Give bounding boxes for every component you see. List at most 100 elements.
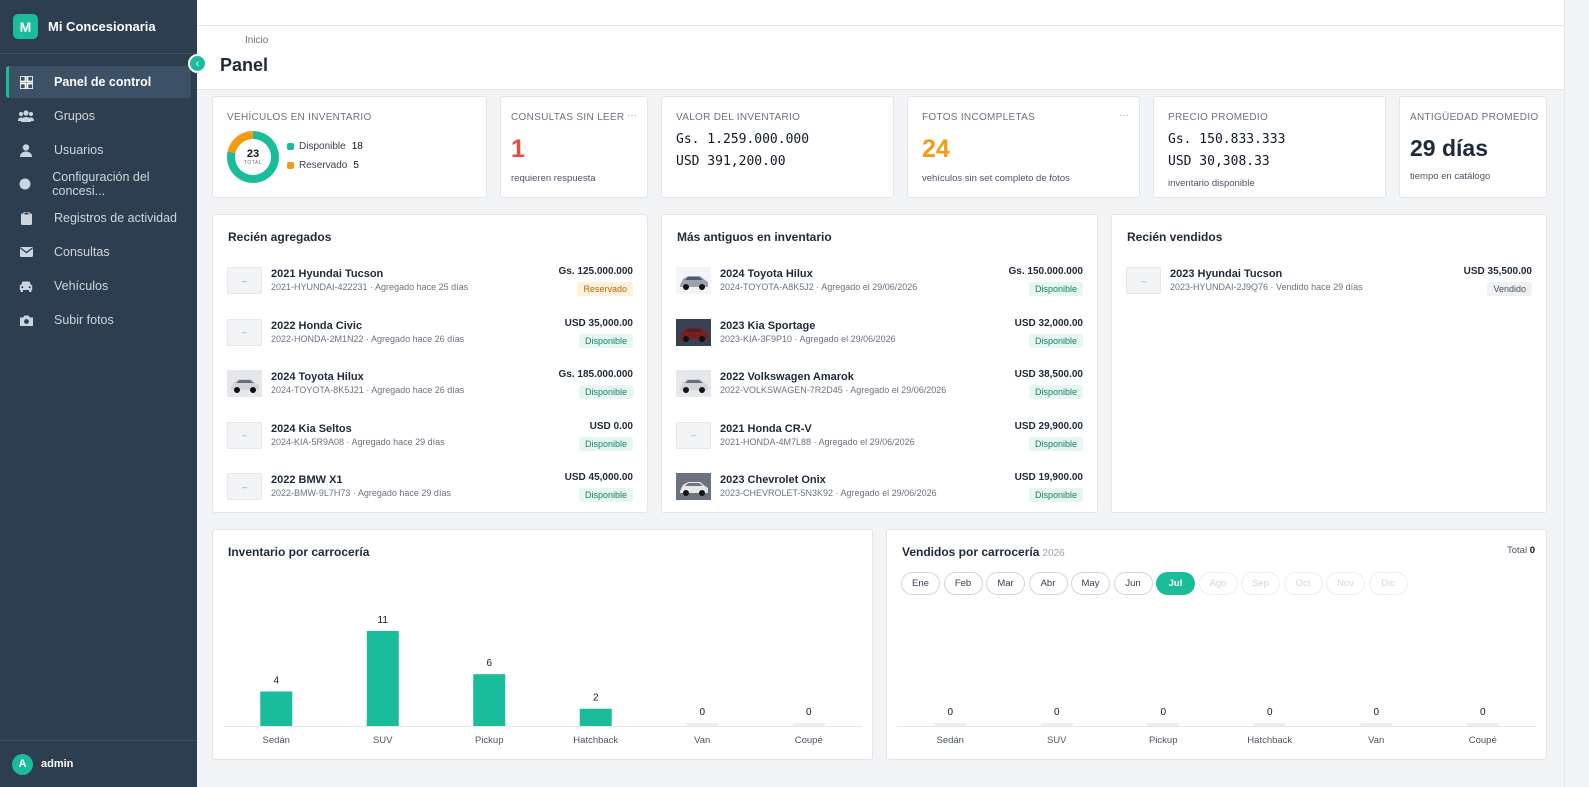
month-pill[interactable]: Feb <box>943 572 983 595</box>
kpi-value: 24 <box>922 135 950 163</box>
vehicle-row[interactable]: –2021 Hyundai Tucson 2021-HYUNDAI-422231 … <box>227 262 633 302</box>
scrollbar[interactable] <box>1564 0 1589 787</box>
vehicle-thumbnail: – <box>227 267 262 294</box>
brand[interactable]: M Mi Concesionaria <box>0 0 197 54</box>
user-icon <box>17 143 35 157</box>
legend-label: Reservado <box>299 160 348 171</box>
card-title: Recién vendidos <box>1127 230 1223 244</box>
month-pill[interactable]: Jul <box>1156 572 1195 595</box>
vehicle-meta: 2022-BMW-9L7H73 · Agregado hace 29 días <box>271 488 451 498</box>
x-tick-label: Hatchback <box>573 735 618 746</box>
vehicle-row[interactable]: –2024 Kia Seltos 2024-KIA-5R9A08 · Agrega… <box>227 417 633 457</box>
legend-swatch <box>287 143 294 150</box>
bar-value-label: 0 <box>1160 707 1166 718</box>
sidebar-item-label: Panel de control <box>54 75 152 89</box>
kpi-label: Precio promedio <box>1168 112 1269 123</box>
month-pill: Sep <box>1241 572 1280 595</box>
month-pill[interactable]: Jun <box>1113 572 1153 595</box>
vehicle-row[interactable]: 2023 Kia Sportage 2023-KIA-3F9P10 · Agreg… <box>676 314 1083 354</box>
vehicle-thumbnail: – <box>227 318 262 346</box>
vehicle-price: USD 19,900.00 <box>1014 472 1083 483</box>
sidebar-item-5[interactable]: Consultas <box>6 236 191 268</box>
more-icon[interactable]: ··· <box>627 110 637 121</box>
sidebar-item-label: Grupos <box>54 109 95 123</box>
chart-bar[interactable] <box>473 674 506 726</box>
kpi-photos-card[interactable]: Fotos incompletas ··· 24 vehículos sin s… <box>907 96 1140 198</box>
vehicle-thumbnail <box>676 318 711 346</box>
vehicle-row[interactable]: 2022 Volkswagen Amarok 2022-VOLKSWAGEN-7R… <box>676 365 1083 405</box>
vehicle-row[interactable]: 2024 Toyota Hilux 2024-TOYOTA-A8K5J2 · Ag… <box>676 262 1083 302</box>
vehicle-row[interactable]: –2022 BMW X1 2022-BMW-9L7H73 · Agregado h… <box>227 468 633 508</box>
kpi-inventory-card: Vehículos en inventario 23 TOTAL Disponi… <box>212 96 487 198</box>
chart-bar[interactable] <box>1253 723 1286 726</box>
users-group-icon <box>17 109 35 123</box>
vehicle-row[interactable]: 2023 Chevrolet Onix 2023-CHEVROLET-5N3K92… <box>676 468 1083 508</box>
chart-bar[interactable] <box>1360 723 1393 726</box>
vehicle-price: USD 38,500.00 <box>1014 369 1083 380</box>
vehicle-name: 2023 Chevrolet Onix <box>720 474 826 486</box>
bar-value-label: 0 <box>699 707 705 718</box>
vehicle-meta: 2024-TOYOTA-A8K5J2 · Agregado el 29/06/2… <box>720 282 918 292</box>
kpi-unread-card[interactable]: Consultas sin leer ··· 1 requieren respu… <box>500 96 648 198</box>
sold-by-body-card: Vendidos por carrocería 2026 Total 0 Ene F… <box>886 529 1547 760</box>
topbar <box>197 0 1564 26</box>
x-tick-label: Hatchback <box>1247 735 1292 746</box>
month-pill[interactable]: Ene <box>901 572 940 595</box>
bar-value-label: 0 <box>1480 707 1486 718</box>
vehicle-row[interactable]: –2022 Honda Civic 2022-HONDA-2M1N22 · Agr… <box>227 314 633 354</box>
sold-bar-chart: 0 Sedán 0 SUV 0 Pickup 0 Hatchback 0 Van 0 Coupé <box>897 707 1536 746</box>
vehicle-row[interactable]: –2023 Hyundai Tucson 2023-HYUNDAI-2J9Q76 … <box>1126 262 1532 302</box>
status-badge: Disponible <box>578 488 633 502</box>
vehicle-row[interactable]: 2024 Toyota Hilux 2024-TOYOTA-8K5J21 · Ag… <box>227 365 633 405</box>
chart-bar[interactable] <box>792 723 825 726</box>
status-badge: Reservado <box>577 282 633 296</box>
bar-value-label: 0 <box>1267 707 1273 718</box>
vehicle-name: 2024 Toyota Hilux <box>271 371 364 383</box>
sidebar-item-2[interactable]: Usuarios <box>6 134 191 166</box>
vehicle-row[interactable]: –2021 Honda CR-V 2021-HONDA-4M7L88 · Agre… <box>676 417 1083 457</box>
more-icon[interactable]: ··· <box>1119 110 1129 121</box>
camera-icon <box>17 313 35 327</box>
chart-bar[interactable] <box>934 723 967 726</box>
chart-bar[interactable] <box>1040 723 1073 726</box>
sidebar-item-6[interactable]: Vehículos <box>6 270 191 302</box>
chart-title-text: Vendidos por carrocería <box>902 545 1040 559</box>
settings-dot-icon <box>17 177 33 191</box>
kpi-avg-usd: USD 30,308.33 <box>1168 154 1270 169</box>
sidebar-item-3[interactable]: Configuración del concesi... <box>6 168 191 200</box>
sidebar-item-1[interactable]: Grupos <box>6 100 191 132</box>
month-pill[interactable]: May <box>1071 572 1110 595</box>
chart-title: Inventario por carrocería <box>228 545 370 559</box>
breadcrumb[interactable]: Inicio <box>245 35 269 46</box>
chart-bar[interactable] <box>366 631 399 726</box>
vehicle-price: USD 29,900.00 <box>1014 420 1083 432</box>
kpi-sub: inventario disponible <box>1168 178 1255 189</box>
chevron-left-icon[interactable]: ‹ <box>188 54 207 73</box>
vehicle-meta: 2023-CHEVROLET-5N3K92 · Agregado el 29/0… <box>720 488 937 498</box>
vehicle-price: USD 32,000.00 <box>1014 317 1083 329</box>
month-pill[interactable]: Mar <box>986 572 1025 595</box>
sidebar-item-0[interactable]: Panel de control <box>6 66 191 98</box>
legend-available: Disponible 18 <box>287 141 363 152</box>
chart-bar[interactable] <box>579 708 612 726</box>
bar-value-label: 11 <box>378 615 389 626</box>
vehicle-thumbnail: – <box>227 421 262 449</box>
chart-bar[interactable] <box>1466 723 1499 726</box>
legend-value: 18 <box>351 141 363 152</box>
status-badge: Disponible <box>578 385 633 399</box>
kpi-sub: vehículos sin set completo de fotos <box>922 173 1070 184</box>
sidebar-item-4[interactable]: Registros de actividad <box>6 202 191 234</box>
brand-logo: M <box>13 14 38 39</box>
chart-bar[interactable] <box>260 691 293 726</box>
month-pill[interactable]: Abr <box>1028 572 1068 595</box>
bar-value-label: 0 <box>1054 707 1060 718</box>
chart-bar[interactable] <box>686 723 719 726</box>
sidebar-item-7[interactable]: Subir fotos <box>6 304 191 336</box>
month-pill: Nov <box>1326 572 1365 595</box>
vehicle-thumbnail: – <box>676 421 711 449</box>
chart-bar[interactable] <box>1147 723 1180 726</box>
bar-value-label: 6 <box>486 658 492 669</box>
user-menu[interactable]: A admin <box>0 740 197 787</box>
vehicle-name: 2021 Hyundai Tucson <box>271 268 384 280</box>
vehicle-price: USD 35,500.00 <box>1463 266 1532 277</box>
